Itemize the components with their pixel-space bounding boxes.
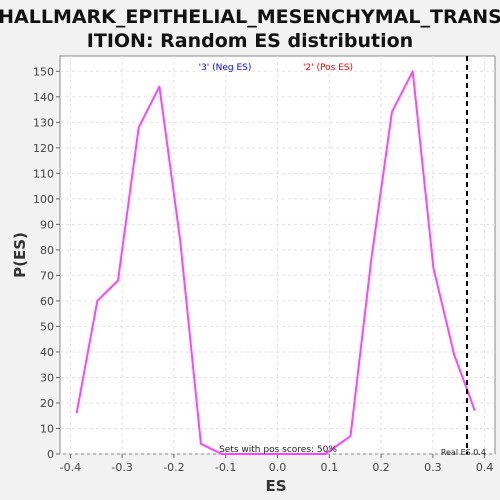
x-tick-label: 0.2: [372, 461, 390, 474]
y-tick-label: 120: [33, 142, 54, 155]
chart-title-line-1: HALLMARK_EPITHELIAL_MESENCHYMAL_TRANS: [0, 6, 500, 28]
y-tick-label: 140: [33, 91, 54, 104]
x-tick-label: -0.3: [111, 461, 132, 474]
x-tick-label: 0.3: [424, 461, 442, 474]
es-distribution-line: [75, 70, 476, 455]
x-tick-label: -0.4: [60, 461, 81, 474]
legend-entry-pos-es: '2' (Pos ES): [303, 63, 353, 73]
y-tick-label: 150: [33, 65, 54, 78]
axes: -0.4 -0.3 -0.2 -0.1 0.0 0.1 0.2 0.3 0.4 0 10 20 30 40…: [33, 65, 493, 474]
y-tick-label: 110: [33, 167, 54, 180]
y-tick-label: 60: [40, 295, 54, 308]
y-tick-label: 40: [40, 346, 54, 359]
y-tick-label: 100: [33, 193, 54, 206]
x-tick-label: -0.2: [163, 461, 184, 474]
x-tick-label: 0.0: [269, 461, 287, 474]
x-tick-label: 0.1: [321, 461, 339, 474]
y-tick-label: 20: [40, 397, 54, 410]
chart-title-line-2: ITION: Random ES distribution: [87, 30, 413, 52]
y-tick-label: 90: [40, 218, 54, 231]
y-tick-label: 30: [40, 371, 54, 384]
x-axis-label: ES: [265, 477, 286, 495]
legend-entry-neg-es: '3' (Neg ES): [199, 63, 252, 73]
y-tick-label: 0: [47, 448, 54, 461]
y-tick-label: 80: [40, 244, 54, 257]
y-tick-label: 70: [40, 269, 54, 282]
real-es-label: Real ES 0.4: [441, 448, 486, 457]
y-axis-label: P(ES): [11, 232, 29, 278]
x-tick-label: -0.1: [215, 461, 236, 474]
y-tick-label: 10: [40, 422, 54, 435]
x-tick-label: 0.4: [476, 461, 494, 474]
pos-scores-annotation: Sets with pos scores: 50%: [219, 445, 337, 455]
y-tick-label: 50: [40, 320, 54, 333]
series-lines: [75, 70, 476, 455]
grid-lines: [60, 56, 495, 455]
y-tick-label: 130: [33, 116, 54, 129]
